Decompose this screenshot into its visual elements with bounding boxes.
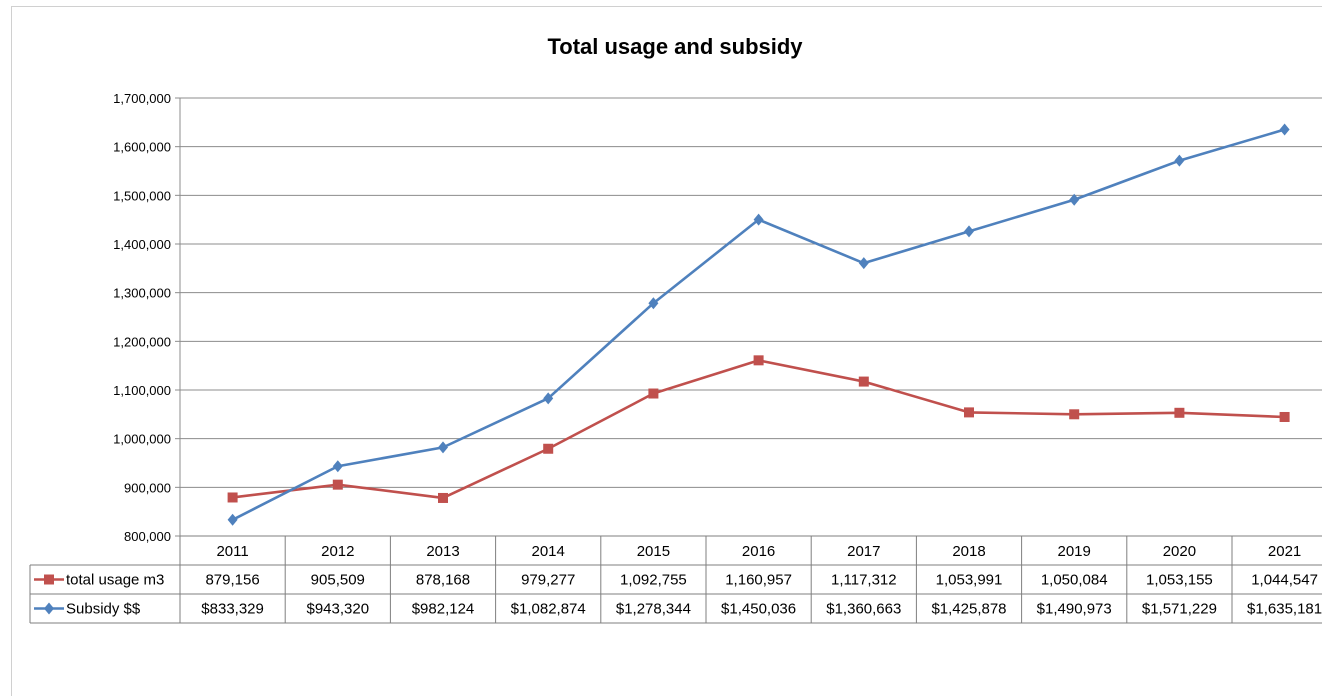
data-label: 905,509 [311,572,365,589]
data-label: 979,277 [521,572,575,589]
series-line [232,128,1285,521]
x-category-label: 2016 [742,543,775,560]
data-point [858,376,869,387]
data-point [964,407,974,418]
data-point [753,355,764,366]
data-point [648,297,659,310]
data-label: $982,124 [412,601,475,618]
data-label: 1,044,547 [1251,572,1318,589]
x-category-label: 2017 [847,543,880,560]
legend-key-marker [44,602,54,615]
y-tick-label: 1,300,000 [113,286,171,301]
data-label: 878,168 [416,572,470,589]
gridlines [180,97,1322,488]
y-tick-label: 1,600,000 [113,140,171,155]
x-category-label: 2011 [216,543,248,560]
y-tick-label: 1,700,000 [113,91,171,106]
data-point [1174,154,1185,167]
data-label: $833,329 [201,601,264,618]
x-category-label: 2018 [952,543,985,560]
data-label: 879,156 [205,572,259,589]
data-point [227,492,238,503]
data-label: 1,160,957 [725,572,792,589]
data-label: $1,278,344 [616,601,691,618]
x-category-label: 2021 [1268,543,1301,560]
y-tick-label: 1,100,000 [113,383,171,398]
data-label: 1,053,991 [936,572,1003,589]
data-point [1279,123,1290,136]
y-tick-label: 900,000 [124,480,171,495]
legend-key-marker [44,574,54,585]
data-point [1069,193,1080,206]
y-tick-label: 1,200,000 [113,334,171,349]
x-category-label: 2020 [1163,543,1196,560]
data-point [332,460,343,473]
x-category-label: 2012 [321,543,354,560]
data-point [543,392,554,405]
data-label: $1,571,229 [1142,601,1217,618]
y-tick-label: 800,000 [124,529,171,544]
y-tick-label: 1,500,000 [113,188,171,203]
data-label: $1,360,663 [826,601,901,618]
data-point [543,443,554,454]
y-tick-label: 1,000,000 [113,432,171,447]
chart-frame [11,6,1322,696]
y-tick-label: 1,400,000 [113,237,171,252]
data-point [1069,409,1080,420]
data-point [438,441,448,454]
x-category-label: 2015 [637,543,670,560]
data-point [227,513,238,526]
data-point [1279,411,1290,422]
data-label: 1,053,155 [1146,572,1213,589]
x-category-label: 2013 [426,543,459,560]
y-axis: 800,000 900,000 1,000,000 1,100,000 1,200,00… [113,91,181,544]
data-label: 1,092,755 [620,572,687,589]
data-table: 2011 2012 2013 2014 2015 2016 2017 2018 2019 2020… [29,535,1322,624]
data-label: $1,082,874 [511,601,586,618]
data-label: $1,450,036 [721,601,796,618]
data-point [964,225,974,238]
data-label: $943,320 [307,601,370,618]
series-name: Subsidy $$ [66,601,141,618]
data-point [753,213,764,226]
data-point [438,492,448,503]
data-point [332,479,343,490]
data-point [648,388,659,399]
data-label: 1,117,312 [831,572,897,589]
data-point [858,257,869,270]
data-label: $1,635,181 [1247,601,1322,618]
x-category-label: 2019 [1058,543,1091,560]
series-line [232,359,1285,500]
data-point [1174,407,1185,418]
x-category-label: 2014 [532,543,565,560]
data-label: $1,425,878 [931,601,1006,618]
chart-title: Total usage and subsidy [547,34,803,59]
series-layer [227,123,1290,526]
data-label: 1,050,084 [1041,572,1108,589]
series-name: total usage m3 [66,572,164,589]
data-label: $1,490,973 [1037,601,1112,618]
